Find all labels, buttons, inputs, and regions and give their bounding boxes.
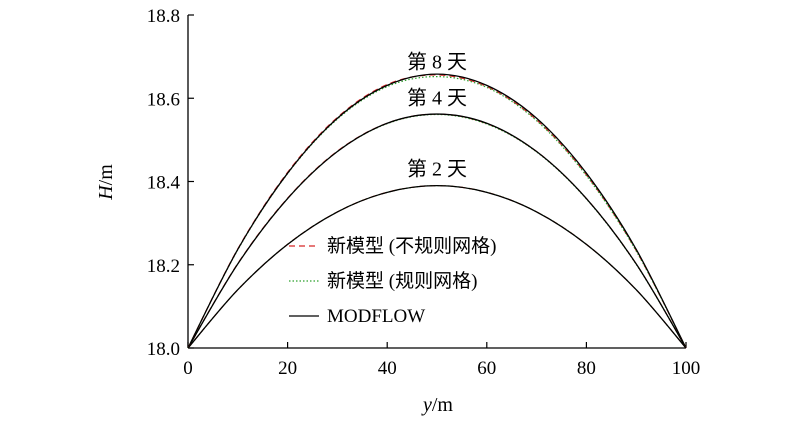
y-axis-ticks: 18.0 18.2 18.4 18.6 18.8 (147, 6, 194, 360)
curve-label-2: 第 4 天 (407, 86, 467, 109)
x-tick-label: 20 (278, 358, 297, 379)
x-axis-label-var: y (421, 394, 432, 416)
series-line-1-1 (187, 74, 687, 349)
y-axis-label-var: H (95, 184, 117, 201)
x-tick-label: 100 (672, 358, 701, 379)
legend-label-1: 新模型 (不规则网格) (327, 235, 496, 257)
y-tick-label: 18.0 (147, 339, 180, 360)
x-tick-label: 60 (477, 358, 496, 379)
series-line-2-1 (187, 113, 687, 349)
x-tick-label: 80 (577, 358, 596, 379)
series-line-3-1 (187, 185, 687, 349)
x-tick-label: 40 (378, 358, 397, 379)
curve-label-3: 第 2 天 (407, 157, 467, 180)
legend-label-2: 新模型 (规则网格) (327, 270, 477, 292)
y-axis-label: H/m (95, 164, 117, 201)
legend-label-3: MODFLOW (327, 306, 425, 327)
series-line-1-2 (187, 75, 687, 349)
curve-annotations: 第 8 天第 4 天第 2 天 (407, 50, 467, 180)
series-line-2-3 (187, 113, 687, 349)
x-tick-label: 0 (183, 358, 193, 379)
y-tick-label: 18.2 (147, 256, 180, 277)
y-tick-label: 18.8 (147, 6, 180, 27)
x-axis-label-unit: /m (432, 394, 454, 416)
x-axis-ticks: 0 20 40 60 80 100 (183, 342, 700, 379)
legend: 新模型 (不规则网格) 新模型 (规则网格) MODFLOW (289, 235, 496, 327)
series-line-3-2 (187, 185, 687, 349)
curve-label-1: 第 8 天 (407, 50, 467, 73)
series-layer (187, 73, 687, 349)
y-tick-label: 18.6 (147, 89, 180, 110)
series-line-3-3 (187, 185, 687, 349)
y-tick-label: 18.4 (147, 173, 181, 194)
series-line-1-3 (187, 73, 687, 349)
series-line-2-2 (187, 113, 687, 349)
x-axis-label: y/m (421, 394, 453, 416)
y-axis-label-unit: /m (95, 164, 117, 186)
